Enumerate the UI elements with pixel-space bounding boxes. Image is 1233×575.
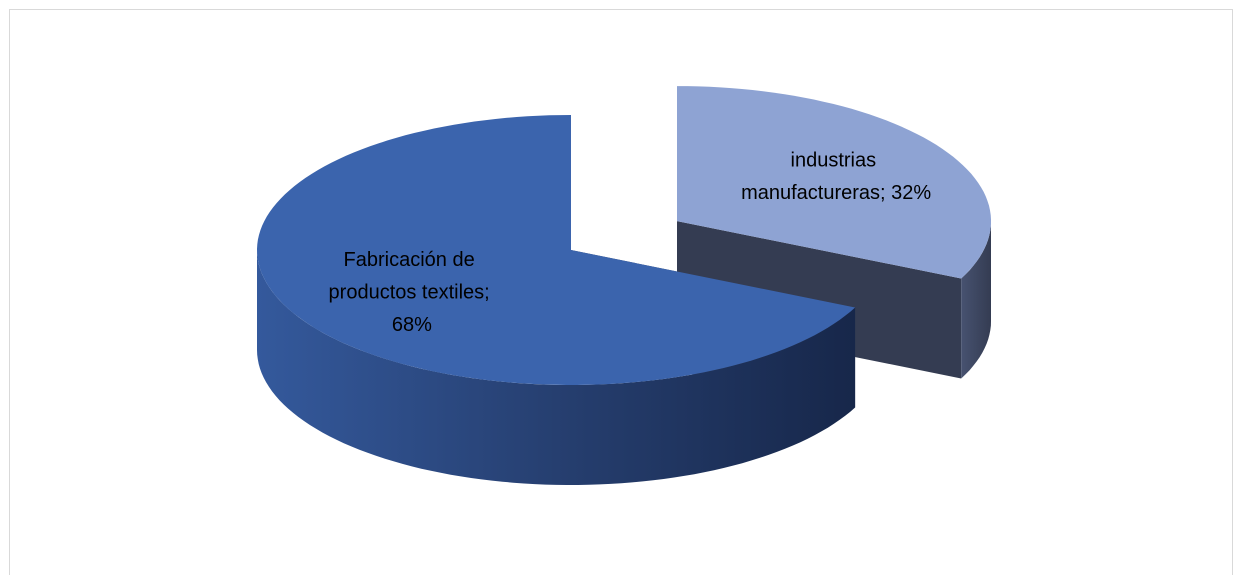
pie-slice xyxy=(677,86,991,279)
data-label-line: Fabricación de xyxy=(344,249,481,271)
data-label-line: manufactureras; 32% xyxy=(741,182,931,204)
slice-side-face xyxy=(677,221,962,379)
data-label-line: 68% xyxy=(392,314,432,336)
data-label-line: productos textiles; xyxy=(329,282,496,304)
data-label-line: industrias xyxy=(791,150,882,172)
data-label: industrias manufactureras; 32% xyxy=(741,150,931,205)
slice-wall xyxy=(961,221,991,379)
slice-wall xyxy=(257,250,856,485)
pie-slice xyxy=(257,115,856,385)
data-label: Fabricación de productos textiles; 68% xyxy=(329,249,496,336)
